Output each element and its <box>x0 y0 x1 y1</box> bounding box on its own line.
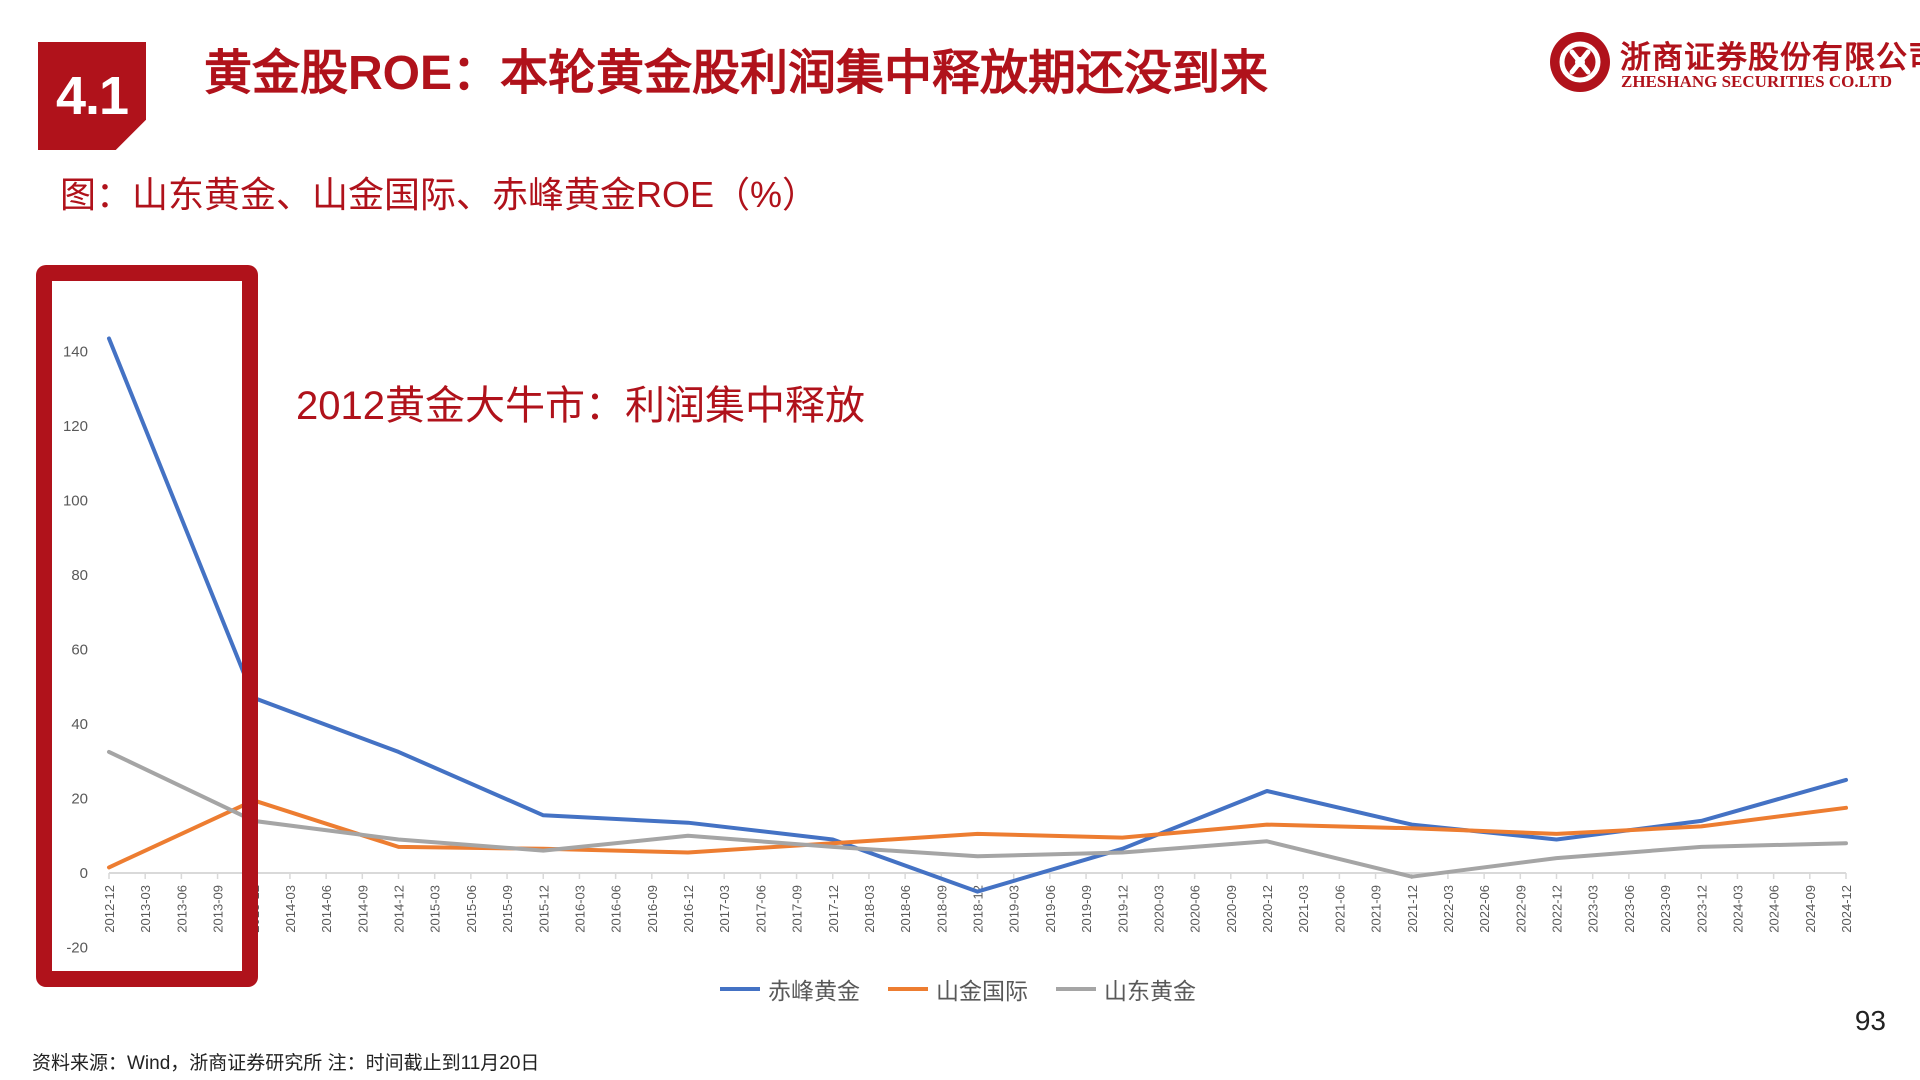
page-number: 93 <box>1854 1005 1886 1036</box>
x-tick-label: 2016-06 <box>609 885 624 933</box>
x-tick-label: 2015-03 <box>428 885 443 933</box>
x-tick-label: 2019-12 <box>1115 885 1130 933</box>
x-tick-label: 2012-12 <box>102 885 117 933</box>
y-tick-label: 60 <box>71 642 88 659</box>
x-tick-label: 2021-12 <box>1405 885 1420 933</box>
zheshang-logo-icon <box>1550 32 1610 92</box>
y-tick-label: 100 <box>63 493 88 510</box>
x-tick-label: 2024-12 <box>1839 885 1854 933</box>
x-tick-label: 2014-09 <box>355 885 370 933</box>
chart-title: 图：山东黄金、山金国际、赤峰黄金ROE（%） <box>60 174 819 215</box>
y-axis: -20 0 20 40 60 80 100 120 140 <box>63 344 88 957</box>
x-tick-label: 2013-09 <box>211 885 226 933</box>
x-tick-label: 2016-03 <box>572 885 587 933</box>
x-tick-label: 2017-09 <box>790 885 805 933</box>
x-tick-label: 2020-03 <box>1151 885 1166 933</box>
x-tick-label: 2022-12 <box>1550 885 1565 933</box>
x-tick-label: 2014-12 <box>392 885 407 933</box>
series-line-1 <box>107 798 1848 870</box>
x-tick-label: 2015-09 <box>500 885 515 933</box>
x-tick-label: 2019-09 <box>1079 885 1094 933</box>
x-tick-label: 2018-12 <box>971 885 986 933</box>
y-tick-label: 140 <box>63 344 88 361</box>
x-tick-label: 2013-06 <box>174 885 189 933</box>
highlight-box-2012 <box>36 265 258 987</box>
x-tick-label: 2019-03 <box>1007 885 1022 933</box>
series-line-2 <box>107 749 1848 879</box>
x-tick-label: 2024-03 <box>1730 885 1745 933</box>
y-tick-label: 0 <box>80 865 88 882</box>
x-axis: 2012-12 2013-03 2013-06 2013-09 2013-12 2014-… <box>102 872 1854 933</box>
x-tick-label: 2023-03 <box>1586 885 1601 933</box>
x-tick-label: 2017-03 <box>717 885 732 933</box>
x-tick-label: 2021-09 <box>1369 885 1384 933</box>
x-tick-label: 2017-12 <box>826 885 841 933</box>
legend-label: 山金国际 <box>936 978 1028 1004</box>
series-line-0 <box>107 336 1848 894</box>
x-tick-label: 2022-03 <box>1441 885 1456 933</box>
x-tick-label: 2019-06 <box>1043 885 1058 933</box>
logo-english-name: ZHESHANG SECURITIES CO.LTD <box>1621 72 1892 91</box>
legend-item-shanjin: 山金国际 <box>888 972 1028 1006</box>
x-tick-label: 2023-09 <box>1658 885 1673 933</box>
x-tick-label: 2023-12 <box>1694 885 1709 933</box>
x-tick-label: 2022-06 <box>1477 885 1492 933</box>
x-tick-label: 2024-06 <box>1767 885 1782 933</box>
x-tick-label: 2021-03 <box>1296 885 1311 933</box>
legend-item-chifeng: 赤峰黄金 <box>720 972 860 1006</box>
x-tick-label: 2015-12 <box>536 885 551 933</box>
series-lines <box>107 336 1848 894</box>
chart-legend: 赤峰黄金 山金国际 山东黄金 <box>720 972 1196 1006</box>
section-number: 4.1 <box>55 66 129 126</box>
x-tick-label: 2022-09 <box>1513 885 1528 933</box>
x-tick-label: 2023-06 <box>1622 885 1637 933</box>
legend-label: 赤峰黄金 <box>768 978 860 1004</box>
legend-swatch-shanjin <box>888 987 928 991</box>
y-tick-label: 40 <box>71 716 88 733</box>
x-tick-label: 2020-09 <box>1224 885 1239 933</box>
x-tick-label: 2015-06 <box>464 885 479 933</box>
x-tick-label: 2018-09 <box>934 885 949 933</box>
y-tick-label: 20 <box>71 791 88 808</box>
y-tick-label: 80 <box>71 567 88 584</box>
legend-item-shandong: 山东黄金 <box>1056 972 1196 1006</box>
x-tick-label: 2018-06 <box>898 885 913 933</box>
x-tick-label: 2014-03 <box>283 885 298 933</box>
x-tick-label: 2017-06 <box>753 885 768 933</box>
x-tick-label: 2016-09 <box>645 885 660 933</box>
x-tick-label: 2018-03 <box>862 885 877 933</box>
x-tick-label: 2021-06 <box>1332 885 1347 933</box>
x-tick-label: 2024-09 <box>1803 885 1818 933</box>
company-logo: 浙商证券股份有限公司 ZHESHANG SECURITIES CO.LTD <box>1548 30 1920 96</box>
slide-title: 黄金股ROE：本轮黄金股利润集中释放期还没到来 <box>204 47 1269 100</box>
legend-label: 山东黄金 <box>1104 978 1196 1004</box>
section-badge: 4.1 <box>38 42 146 150</box>
logo-chinese-name: 浙商证券股份有限公司 <box>1620 40 1920 75</box>
source-footnote: 资料来源：Wind，浙商证券研究所 注：时间截止到11月20日 <box>32 1053 540 1074</box>
y-tick-label: -20 <box>66 940 88 957</box>
chart-annotation: 2012黄金大牛市：利润集中释放 <box>296 384 865 428</box>
x-tick-label: 2016-12 <box>681 885 696 933</box>
legend-swatch-chifeng <box>720 987 760 991</box>
x-tick-label: 2014-06 <box>319 885 334 933</box>
x-tick-label: 2020-12 <box>1260 885 1275 933</box>
x-tick-label: 2013-03 <box>138 885 153 933</box>
x-tick-label: 2020-06 <box>1188 885 1203 933</box>
legend-swatch-shandong <box>1056 987 1096 991</box>
y-tick-label: 120 <box>63 418 88 435</box>
